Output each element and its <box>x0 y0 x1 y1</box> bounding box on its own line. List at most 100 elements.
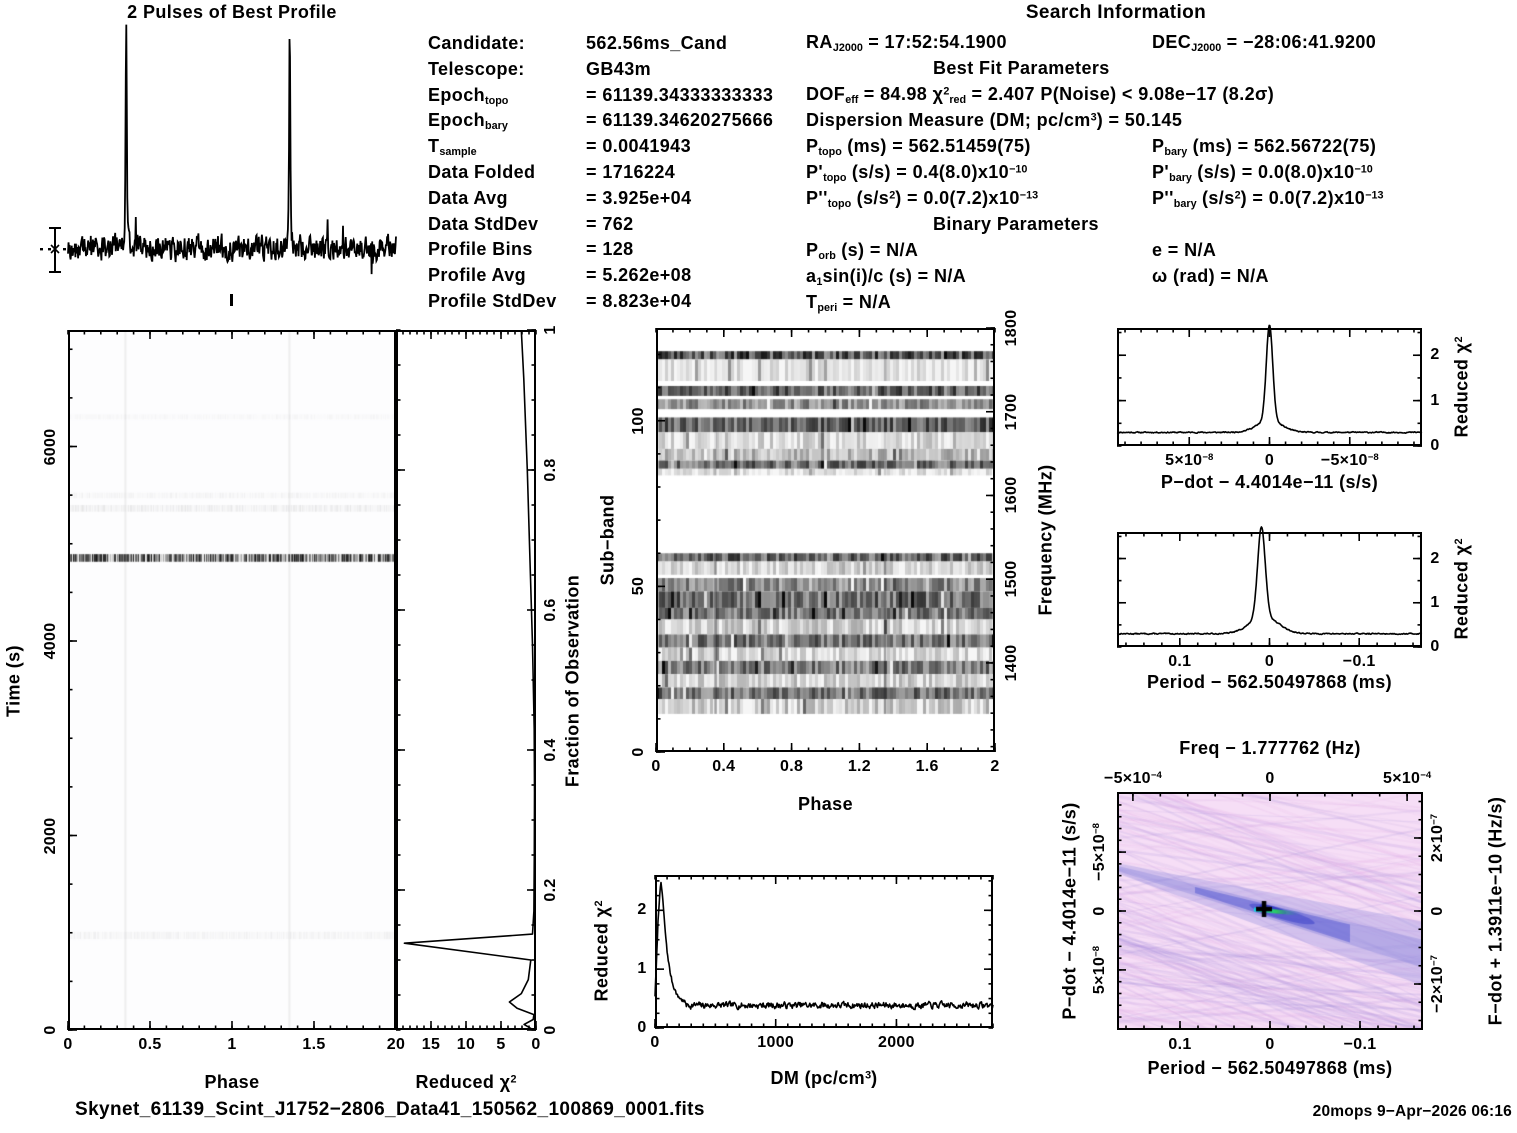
tick-label: 0.4 <box>712 758 736 775</box>
tick-label: 5 <box>496 1036 506 1053</box>
tick-label: 1.6 <box>915 758 939 775</box>
subband-axis-title: Sub−band <box>597 494 618 586</box>
candidate-info-line: Data Avg = 3.925e+04 <box>428 187 692 208</box>
tick-label: 2×10−7 <box>1429 813 1446 863</box>
tick-label: 1700 <box>1003 393 1020 431</box>
search-info-line: Best Fit Parameters <box>933 58 1110 78</box>
tick-label: 1 <box>227 1036 237 1053</box>
tick-label: 0 <box>63 1036 73 1053</box>
tick-label: 2 <box>990 758 1000 775</box>
tick-label: 1 <box>637 960 647 978</box>
period-pdot-colormap: −5×10−4 0 5×10−4 0.1 0 −0.1 −5×10−8 0 5×10−8 2×10… <box>1091 770 1446 1053</box>
candidate-info-line: Data Folded = 1716224 <box>428 162 676 182</box>
tick-label: 0.8 <box>542 458 559 482</box>
pnl-ppdot-raster <box>1117 792 1423 1030</box>
chi2-vs-dm-plot: 0 1 2 0 1000 2000 <box>637 875 994 1051</box>
chi2-vs-pdot-plot: 0 1 2 5×10−8 0 −5×10−8 <box>1116 324 1439 469</box>
freq-axis-title-2d: Freq − 1.777762 (Hz) <box>1179 738 1361 758</box>
tick-label: 0 <box>1430 638 1440 655</box>
tick-label: 5×10−8 <box>1091 945 1108 995</box>
candidate-info-line: Telescope: GB43m <box>428 58 652 79</box>
tick-label: 2000 <box>878 1034 915 1051</box>
tick-label: 10 <box>456 1036 476 1053</box>
period-axis-title-2d: Period − 562.50497868 (ms) <box>1147 1058 1393 1078</box>
tick-label: 0 <box>1264 452 1275 469</box>
tick-label: 100 <box>630 406 647 435</box>
tick-label: 0 <box>1264 653 1275 670</box>
pnl-fraction-axes <box>395 329 537 1031</box>
fraction-axis-title: Fraction of Observation <box>562 574 583 788</box>
tick-label: 0.6 <box>542 598 559 622</box>
filename: Skynet_61139_Scint_J1752−2806_Data41_150… <box>75 1099 705 1120</box>
time-vs-phase-grayscale: 0 2000 4000 6000 0 0.5 1 1.5 <box>42 330 397 1053</box>
profile-plot-title: 2 Pulses of Best Profile <box>127 2 337 22</box>
tick-label: 0 <box>630 747 647 757</box>
candidate-info-line: Epochbary = 61139.34620275666 <box>428 110 774 133</box>
phase-axis-title-main: Phase <box>204 1072 260 1092</box>
tick-label: 50 <box>630 577 647 596</box>
tick-label: −0.1 <box>1342 653 1376 670</box>
search-info-line: P'topo (s/s) = 0.4(8.0)x10−10 P'bary (s/s… <box>806 162 1373 185</box>
search-info-line: Dispersion Measure (DM; pc/cm3) = 50.145 <box>806 110 1183 130</box>
chi2-vs-period-plot: 0 1 2 0.1 0 −0.1 <box>1116 526 1439 670</box>
tick-label: 0 <box>42 1025 59 1035</box>
tick-label: 1.2 <box>847 758 871 775</box>
tick-label: 0 <box>542 1025 559 1035</box>
dm-axis-title: DM (pc/cm3) <box>770 1068 878 1088</box>
pnl-timephase-axes <box>67 330 397 1031</box>
candidate-info-line: Tsample = 0.0041943 <box>428 136 691 159</box>
candidate-info-line: Data StdDev = 762 <box>428 213 634 234</box>
frequency-axis-title: Frequency (MHz) <box>1035 464 1056 616</box>
tick-label: 0 <box>650 1034 660 1051</box>
reduced-chi2-axis-title-dm: Reduced χ2 <box>591 900 612 1002</box>
tick-label: 0.1 <box>1168 653 1192 670</box>
tick-label: −2×10−7 <box>1429 955 1446 1013</box>
tick-label: −5×10−8 <box>1091 823 1108 881</box>
tick-label: 2 <box>637 901 647 919</box>
credit-timestamp: 20mops 9−Apr−2026 06:16 <box>1312 1103 1512 1120</box>
search-info-line: Porb (s) = N/A e = N/A <box>806 240 1217 263</box>
tick-label: 0 <box>1265 1036 1275 1053</box>
search-info-line: RAJ2000 = 17:52:54.1900 DECJ2000 = −28:06… <box>806 32 1377 55</box>
reduced-chi2-axis-title-pdot: Reduced χ2 <box>1451 336 1472 438</box>
tick-label: −5×10−4 <box>1103 770 1162 787</box>
tick-label: 0.5 <box>138 1036 162 1053</box>
pnl-period-axes <box>1116 526 1423 648</box>
reduced-chi2-axis-title-fraction: Reduced χ2 <box>415 1072 517 1092</box>
tick-label: 5×10−4 <box>1382 770 1432 787</box>
period-axis-title: Period − 562.50497868 (ms) <box>1146 672 1393 692</box>
tick-label: 0.2 <box>542 878 559 902</box>
tick-label: 0 <box>1430 437 1440 454</box>
candidate-info-line: Candidate: 562.56ms_Cand <box>428 33 728 53</box>
pnl-subband-raster <box>656 328 995 752</box>
tick-label: −5×10−8 <box>1320 452 1379 469</box>
search-info-line: Tperi = N/A <box>806 292 892 315</box>
tick-label: −0.1 <box>1343 1036 1377 1053</box>
pnl-timephase-raster <box>68 330 396 1030</box>
reduced-chi2-axis-title-period: Reduced χ2 <box>1451 538 1472 640</box>
search-info-line: P''topo (s/s2) = 0.0(7.2)x10−13 P''bary (… <box>806 188 1384 211</box>
tick-label: 1800 <box>1003 309 1020 347</box>
tick-label: 0 <box>1429 906 1446 916</box>
candidate-info-line: Profile Bins = 128 <box>428 239 634 260</box>
candidate-info-line: Profile Avg = 5.262e+08 <box>428 265 692 286</box>
search-info-line: DOFeff = 84.98 χ2red = 2.407 P(Noise) < … <box>806 84 1275 107</box>
tick-label: 0 <box>637 1019 647 1036</box>
tick-label: 1400 <box>1003 644 1020 682</box>
tick-label: 1.5 <box>302 1036 326 1053</box>
pnl-profile-axes <box>40 24 397 306</box>
tick-label: 1 <box>1430 593 1440 611</box>
tick-label: 2 <box>1430 346 1440 364</box>
tick-label: 0.4 <box>542 738 559 762</box>
tick-label: 4000 <box>42 622 59 660</box>
search-info-block: Search Information RAJ2000 = 17:52:54.19… <box>806 2 1426 324</box>
phase-axis-title-subband: Phase <box>797 794 854 814</box>
subband-vs-phase-grayscale: 0 50 100 1400 1500 1600 1700 1800 0 0.4 0.8 1.2 1.6 2 <box>630 310 1020 775</box>
time-axis-title: Time (s) <box>3 645 24 717</box>
tick-label: 2000 <box>42 817 59 854</box>
tick-label: 0 <box>1265 770 1275 787</box>
candidate-info-block: Candidate: 562.56ms_Cand Telescope: GB43m Ep… <box>428 33 800 325</box>
tick-label: 2 <box>1430 549 1440 567</box>
pdot-axis-title-2d: P−dot − 4.4014e−11 (s/s) <box>1059 802 1080 1020</box>
